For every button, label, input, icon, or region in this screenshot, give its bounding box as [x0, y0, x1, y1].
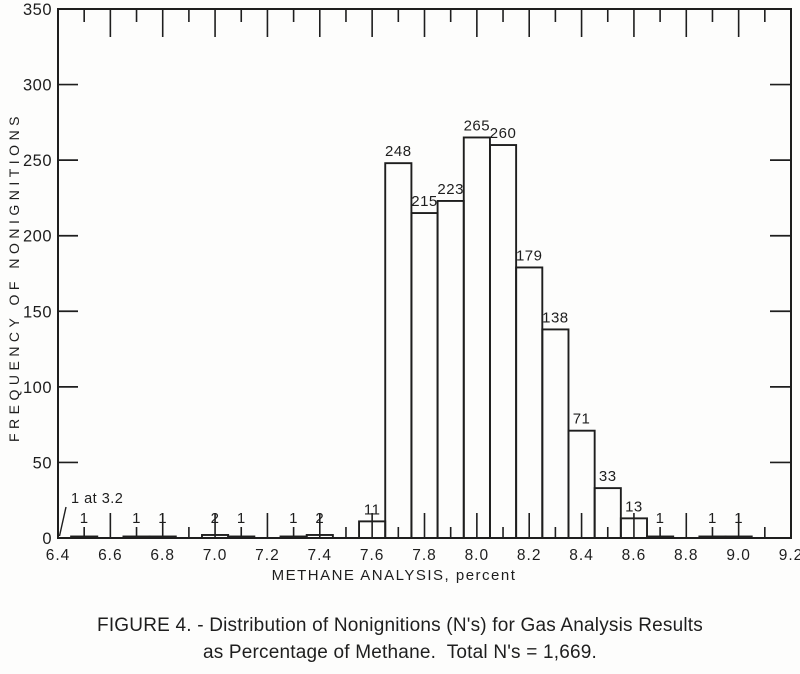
x-tick-label: 7.6	[360, 547, 385, 564]
bar-label: 138	[542, 309, 569, 326]
bar-label: 71	[573, 411, 591, 428]
x-tick-label: 8.2	[517, 547, 542, 564]
bar-label: 11	[364, 501, 381, 518]
bar	[462, 136, 491, 539]
bar	[436, 200, 465, 539]
y-tick-label: 200	[23, 228, 52, 246]
bar-label: 265	[464, 117, 491, 134]
y-tick-label: 300	[23, 77, 52, 95]
bar	[384, 162, 413, 539]
x-tick-label: 8.4	[569, 547, 594, 564]
x-tick-label: 7.4	[308, 547, 333, 564]
caption-line-1: FIGURE 4. - Distribution of Nonignitions…	[97, 615, 703, 636]
x-tick-label: 7.0	[203, 547, 228, 564]
x-tick-label: 6.6	[98, 547, 123, 564]
y-axis-title: FREQUENCY OF NONIGNITIONS	[6, 112, 22, 442]
bar	[515, 266, 544, 539]
x-tick-label: 8.8	[674, 547, 699, 564]
bar-label: 260	[490, 125, 517, 142]
bar-label: 13	[625, 498, 643, 515]
bar-label: 223	[437, 181, 464, 198]
bar-label: 215	[411, 193, 438, 210]
plot-border	[57, 8, 792, 539]
x-tick-label: 8.6	[622, 547, 647, 564]
x-tick-label: 9.0	[726, 547, 751, 564]
y-tick-label: 0	[42, 530, 52, 548]
annotation-arrow	[58, 506, 67, 537]
x-axis-title: METHANE ANALYSIS, percent	[272, 567, 517, 584]
bar	[488, 144, 518, 539]
annotation-text: 1 at 3.2	[71, 491, 123, 507]
bar	[410, 212, 439, 539]
x-tick-label: 6.4	[46, 547, 71, 564]
bar-label: 248	[385, 143, 412, 160]
x-tick-label: 8.0	[465, 547, 490, 564]
bar-label: 33	[599, 468, 617, 485]
y-tick-label: 150	[23, 303, 52, 321]
x-tick-label: 6.8	[150, 547, 175, 564]
x-tick-label: 9.2	[779, 547, 800, 564]
figure-caption: FIGURE 4. - Distribution of Nonignitions…	[0, 612, 800, 666]
bar	[541, 328, 570, 539]
bar-label: 1	[289, 510, 298, 527]
bar-label: 179	[516, 247, 543, 264]
bar-label: 1	[708, 510, 717, 527]
histogram-chart: 1112112112482152232652601791387133131116…	[6, 1, 800, 584]
y-tick-label: 50	[33, 454, 52, 472]
y-tick-label: 100	[23, 379, 52, 397]
bar-label: 1	[656, 510, 665, 527]
y-tick-label: 250	[23, 152, 52, 170]
x-tick-label: 7.2	[255, 547, 280, 564]
bar-label: 1	[132, 510, 141, 527]
y-tick-label: 350	[23, 1, 52, 19]
x-tick-label: 7.8	[412, 547, 437, 564]
caption-line-2: as Percentage of Methane. Total N's = 1,…	[202, 642, 598, 663]
bar-label: 1	[237, 510, 246, 527]
bar-label: 1	[80, 510, 89, 527]
